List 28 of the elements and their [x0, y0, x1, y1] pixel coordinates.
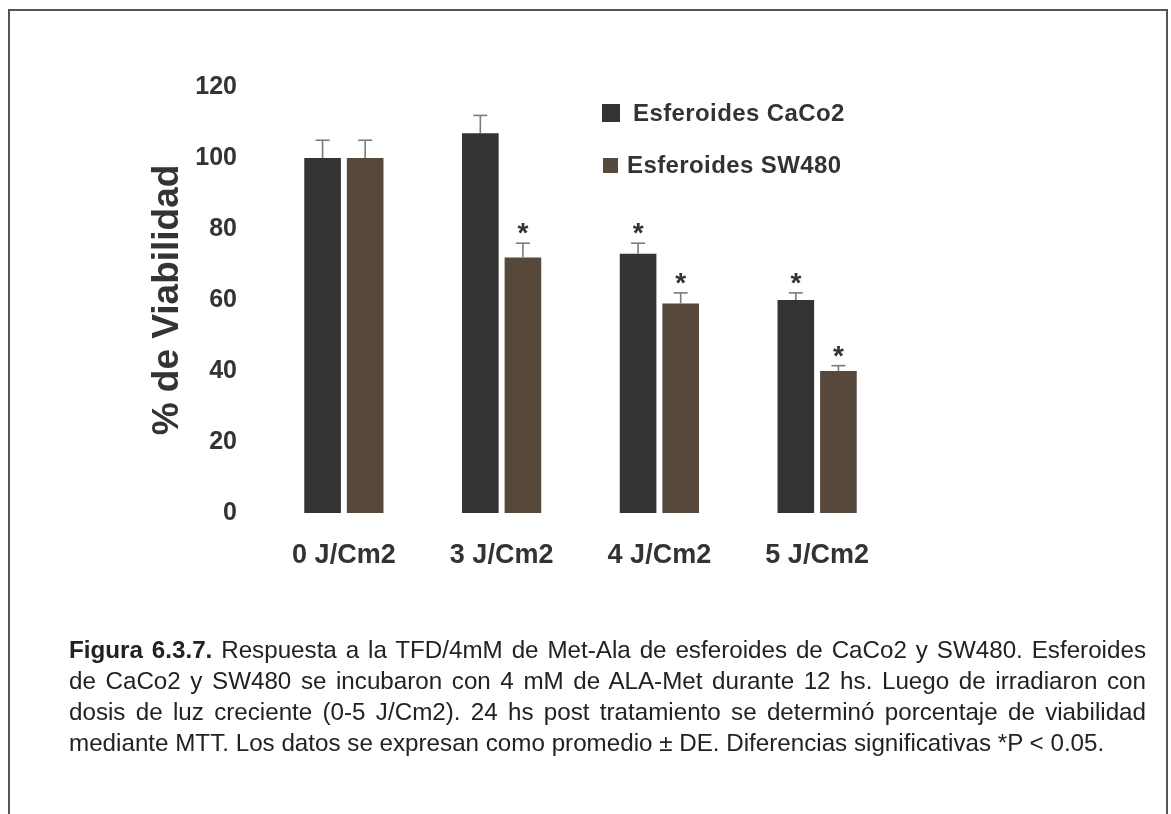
- bar: [462, 133, 499, 513]
- x-tick-label: 5 J/Cm2: [765, 538, 869, 569]
- data-label: *: [632, 217, 644, 249]
- y-tick-label: 40: [209, 354, 237, 383]
- y-axis-title: % de Viabilidad: [145, 164, 187, 436]
- bar: [619, 253, 657, 513]
- bar: [304, 158, 341, 513]
- data-label: *: [790, 266, 802, 298]
- x-tick-label: 4 J/Cm2: [607, 538, 712, 569]
- y-tick-label: 0: [223, 496, 237, 525]
- legend-label: Esferoides CaCo2: [633, 99, 845, 127]
- text: Figura 6.3.7.: [69, 636, 213, 663]
- y-tick-label: 100: [195, 141, 237, 170]
- x-tick-label: 3 J/Cm2: [449, 538, 554, 569]
- data-label: *: [675, 266, 687, 298]
- legend-label: Esferoides SW480: [627, 151, 842, 179]
- y-tick-label: 20: [209, 425, 237, 454]
- y-tick-label: 120: [195, 70, 237, 99]
- x-tick-label: 0 J/Cm2: [292, 538, 396, 569]
- bar: [662, 303, 699, 513]
- bar: [820, 371, 857, 513]
- data-label: *: [832, 339, 844, 371]
- bar: [777, 300, 815, 513]
- data-label: *: [517, 217, 529, 249]
- bar: [504, 257, 542, 513]
- y-tick-label: 80: [209, 212, 237, 241]
- y-tick-label: 60: [209, 283, 237, 312]
- bar: [346, 158, 384, 513]
